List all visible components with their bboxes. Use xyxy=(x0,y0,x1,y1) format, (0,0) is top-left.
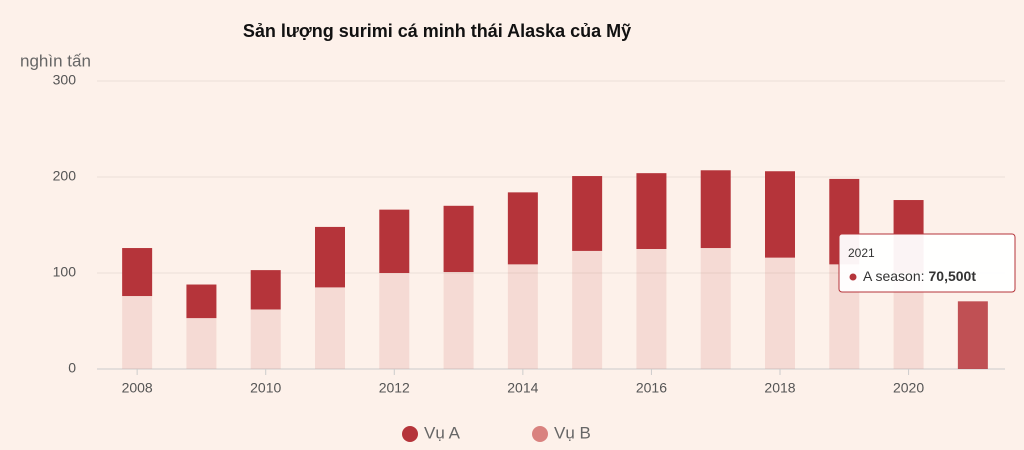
bar xyxy=(379,273,410,369)
bar xyxy=(315,226,345,288)
y-tick-label: 300 xyxy=(53,72,77,88)
bar xyxy=(700,170,731,249)
bar xyxy=(765,171,795,258)
legend-label: Vụ B xyxy=(554,423,591,442)
tooltip-text: A season: 70,500t xyxy=(863,268,976,284)
bar xyxy=(572,250,603,369)
x-tick-label: 2014 xyxy=(507,380,538,396)
bar xyxy=(765,257,795,369)
x-tick-label: 2016 xyxy=(636,380,667,396)
legend-label: Vụ A xyxy=(424,423,461,442)
bar xyxy=(379,209,410,273)
tooltip-marker xyxy=(849,273,857,281)
bar xyxy=(636,173,667,249)
bar xyxy=(636,249,667,369)
x-tick-label: 2010 xyxy=(250,380,281,396)
tooltip-value: 70,500t xyxy=(929,268,977,284)
legend-marker xyxy=(402,426,418,442)
bar xyxy=(957,301,988,369)
bar xyxy=(315,287,345,369)
x-tick-label: 2008 xyxy=(122,380,153,396)
bar xyxy=(443,205,474,273)
y-tick-label: 0 xyxy=(68,360,76,376)
chart-title: Sản lượng surimi cá minh thái Alaska của… xyxy=(243,21,631,41)
y-tick-label: 100 xyxy=(53,264,77,280)
bar xyxy=(186,318,217,369)
bar xyxy=(250,309,281,369)
x-tick-label: 2020 xyxy=(893,380,924,396)
bar xyxy=(122,296,153,369)
tooltip-box xyxy=(838,233,1016,293)
bar xyxy=(122,248,153,297)
y-tick-label: 200 xyxy=(53,168,77,184)
tooltip: 2021 A season: 70,500t xyxy=(838,233,1016,293)
x-tick-label: 2012 xyxy=(379,380,410,396)
bar xyxy=(186,284,217,319)
tooltip-label: A season: xyxy=(863,268,925,284)
x-tick-label: 2018 xyxy=(764,380,795,396)
tooltip-title: 2021 xyxy=(848,246,875,260)
bar xyxy=(443,272,474,369)
bar xyxy=(250,270,281,310)
y-axis-title: nghìn tấn xyxy=(20,51,91,70)
bar xyxy=(700,248,731,369)
bar xyxy=(572,176,603,251)
legend-marker xyxy=(532,426,548,442)
bar xyxy=(507,192,538,265)
bar xyxy=(507,264,538,369)
